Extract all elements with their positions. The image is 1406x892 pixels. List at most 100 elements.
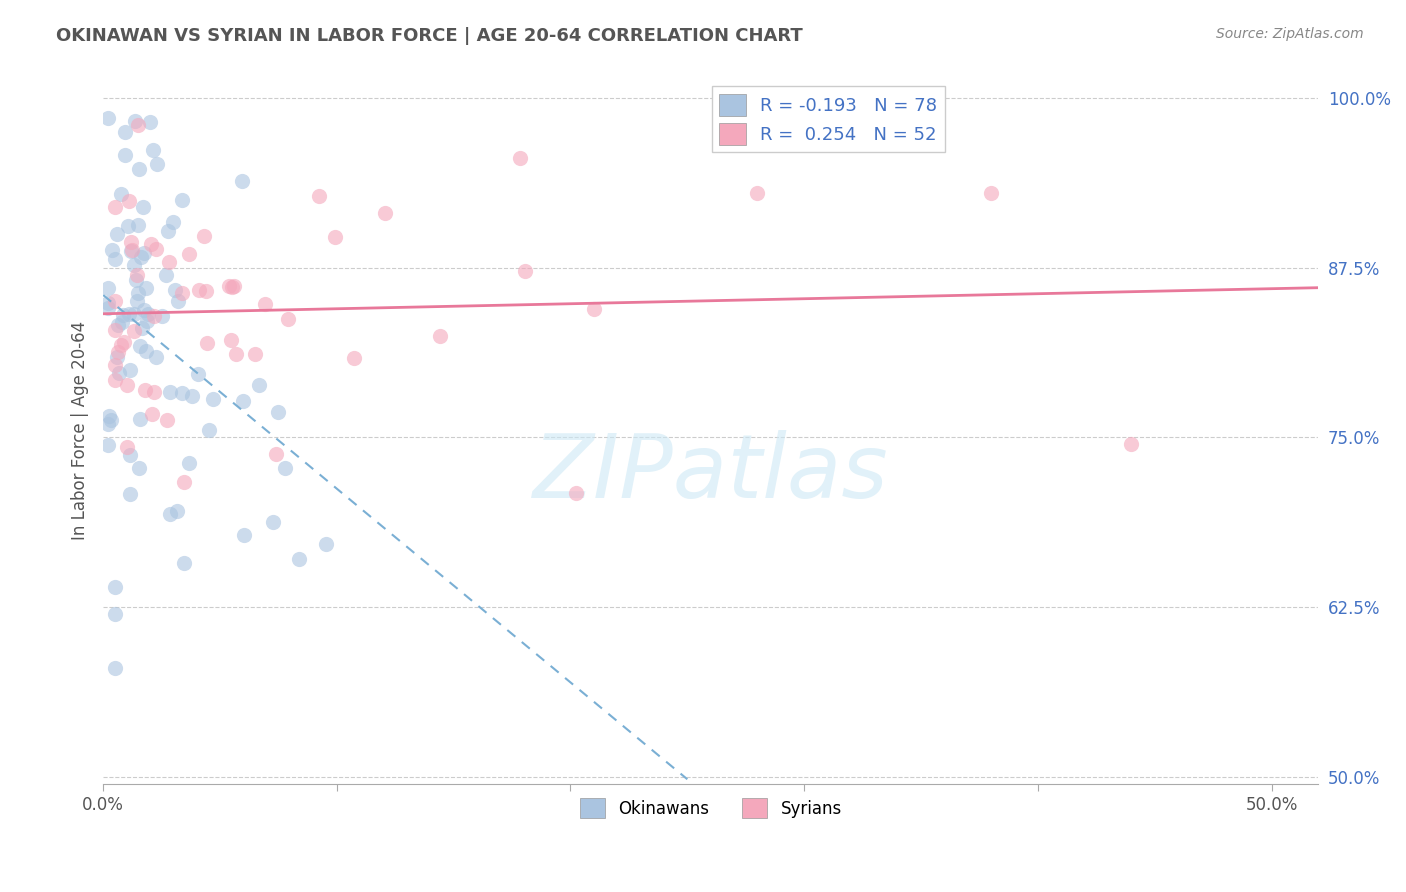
Point	[118, 487, 141, 501]
Point	[143, 384, 166, 399]
Point	[104, 200, 127, 214]
Point	[111, 308, 134, 322]
Point	[156, 224, 179, 238]
Point	[118, 194, 141, 208]
Point	[104, 358, 127, 372]
Point	[110, 337, 132, 351]
Point	[221, 280, 243, 294]
Point	[111, 315, 134, 329]
Point	[104, 252, 127, 266]
Point	[104, 373, 127, 387]
Point	[172, 386, 194, 401]
Point	[583, 301, 606, 316]
Point	[120, 244, 142, 258]
Point	[342, 351, 364, 365]
Point	[97, 281, 120, 295]
Point	[131, 321, 153, 335]
Point	[97, 111, 120, 125]
Point	[374, 206, 396, 220]
Point	[107, 344, 129, 359]
Point	[122, 258, 145, 272]
Point	[162, 214, 184, 228]
Point	[159, 384, 181, 399]
Point	[124, 113, 146, 128]
Point	[231, 174, 253, 188]
Point	[112, 334, 135, 349]
Point	[747, 186, 769, 200]
Point	[198, 423, 221, 437]
Point	[135, 314, 157, 328]
Point	[141, 407, 163, 421]
Point	[225, 347, 247, 361]
Point	[100, 412, 122, 426]
Point	[232, 393, 254, 408]
Point	[120, 235, 142, 249]
Point	[124, 273, 146, 287]
Point	[115, 440, 138, 454]
Point	[150, 309, 173, 323]
Point	[97, 409, 120, 423]
Point	[131, 200, 153, 214]
Point	[155, 268, 177, 282]
Point	[132, 302, 155, 317]
Point	[173, 475, 195, 490]
Point	[193, 229, 215, 244]
Point	[145, 157, 167, 171]
Point	[264, 447, 287, 461]
Point	[104, 580, 127, 594]
Point	[105, 227, 128, 241]
Point	[105, 350, 128, 364]
Point	[315, 537, 337, 551]
Point	[129, 339, 152, 353]
Point	[509, 151, 531, 165]
Point	[97, 417, 120, 431]
Point	[197, 336, 219, 351]
Point	[125, 293, 148, 308]
Point	[115, 377, 138, 392]
Point	[277, 311, 299, 326]
Point	[134, 383, 156, 397]
Point	[267, 405, 290, 419]
Point	[165, 283, 187, 297]
Text: ZIPatlas: ZIPatlas	[533, 430, 889, 516]
Point	[172, 194, 194, 208]
Point	[124, 307, 146, 321]
Point	[253, 297, 276, 311]
Point	[288, 551, 311, 566]
Point	[97, 438, 120, 452]
Point	[107, 366, 129, 380]
Point	[114, 125, 136, 139]
Point	[141, 237, 163, 252]
Point	[127, 286, 149, 301]
Point	[142, 143, 165, 157]
Point	[100, 244, 122, 258]
Point	[188, 283, 211, 297]
Legend: Okinawans, Syrians: Okinawans, Syrians	[572, 791, 848, 825]
Point	[129, 250, 152, 264]
Point	[1121, 437, 1143, 451]
Point	[104, 323, 127, 337]
Point	[143, 310, 166, 324]
Point	[120, 448, 142, 462]
Point	[274, 461, 297, 475]
Point	[177, 457, 200, 471]
Point	[515, 263, 537, 277]
Point	[128, 162, 150, 177]
Point	[157, 254, 180, 268]
Text: Source: ZipAtlas.com: Source: ZipAtlas.com	[1216, 27, 1364, 41]
Point	[110, 186, 132, 201]
Point	[129, 412, 152, 426]
Point	[245, 346, 267, 360]
Point	[138, 115, 160, 129]
Point	[187, 367, 209, 381]
Point	[127, 118, 149, 132]
Point	[104, 661, 127, 675]
Point	[135, 281, 157, 295]
Point	[224, 278, 246, 293]
Point	[107, 318, 129, 332]
Point	[117, 219, 139, 233]
Y-axis label: In Labor Force | Age 20-64: In Labor Force | Age 20-64	[72, 321, 89, 541]
Point	[564, 485, 586, 500]
Point	[145, 350, 167, 364]
Point	[117, 307, 139, 321]
